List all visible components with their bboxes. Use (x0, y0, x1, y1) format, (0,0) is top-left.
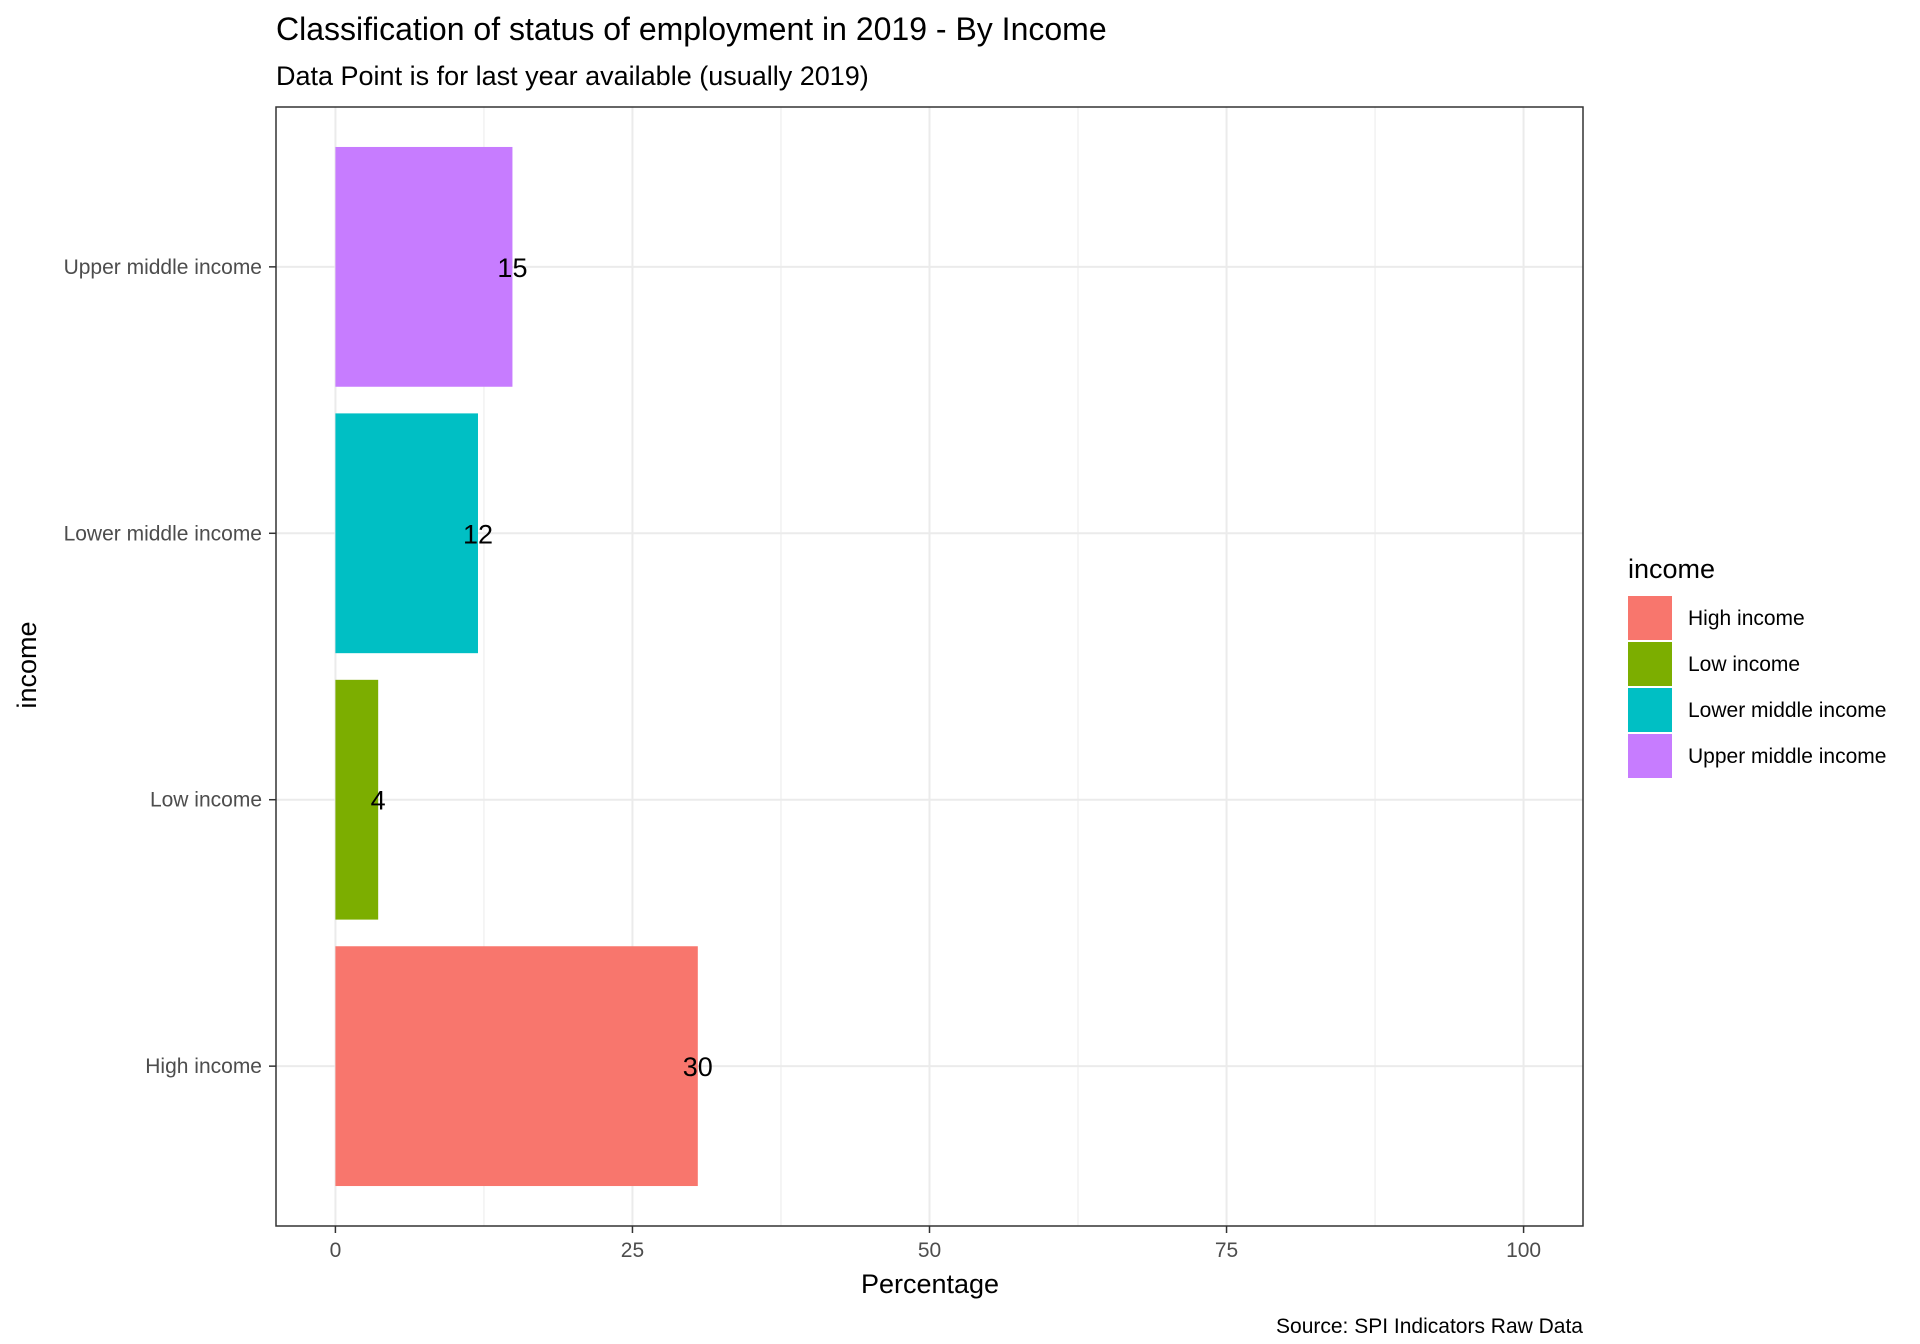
legend-label: High income (1688, 607, 1805, 630)
y-tick-label: Low income (150, 789, 262, 812)
legend-title: income (1628, 554, 1715, 584)
chart-caption: Source: SPI Indicators Raw Data (1276, 1315, 1583, 1338)
legend-key (1628, 688, 1672, 732)
bar (335, 679, 379, 920)
data-label: 15 (497, 253, 527, 283)
x-tick-label: 50 (918, 1239, 941, 1262)
y-axis-title: income (12, 621, 42, 708)
legend-label: Upper middle income (1688, 745, 1886, 768)
x-tick-label: 100 (1506, 1239, 1541, 1262)
y-tick-label: Upper middle income (64, 256, 262, 279)
y-tick-label: Lower middle income (64, 522, 262, 545)
x-axis: 0 25 50 75 100 (330, 1226, 1541, 1262)
legend-key (1628, 596, 1672, 640)
legend: income High income Low income Lower middle… (1628, 554, 1886, 778)
x-tick-label: 25 (621, 1239, 644, 1262)
data-label: 30 (683, 1052, 713, 1082)
bars (335, 146, 698, 1187)
x-tick-label: 0 (330, 1239, 342, 1262)
chart-subtitle: Data Point is for last year available (u… (276, 61, 869, 91)
legend-label: Low income (1688, 653, 1800, 676)
legend-label: Lower middle income (1688, 699, 1886, 722)
x-axis-title: Percentage (861, 1269, 999, 1299)
chart-title: Classification of status of employment i… (276, 11, 1107, 47)
data-labels: 30 4 12 15 (371, 253, 713, 1082)
bar (335, 413, 478, 654)
y-tick-label: High income (145, 1055, 262, 1078)
gridlines (276, 107, 1583, 1226)
y-axis: High income Low income Lower middle income… (64, 256, 276, 1078)
bar (335, 946, 698, 1187)
x-tick-label: 75 (1215, 1239, 1238, 1262)
legend-key (1628, 734, 1672, 778)
data-label: 4 (371, 786, 386, 816)
legend-key (1628, 642, 1672, 686)
bar (335, 146, 513, 387)
data-label: 12 (463, 519, 493, 549)
